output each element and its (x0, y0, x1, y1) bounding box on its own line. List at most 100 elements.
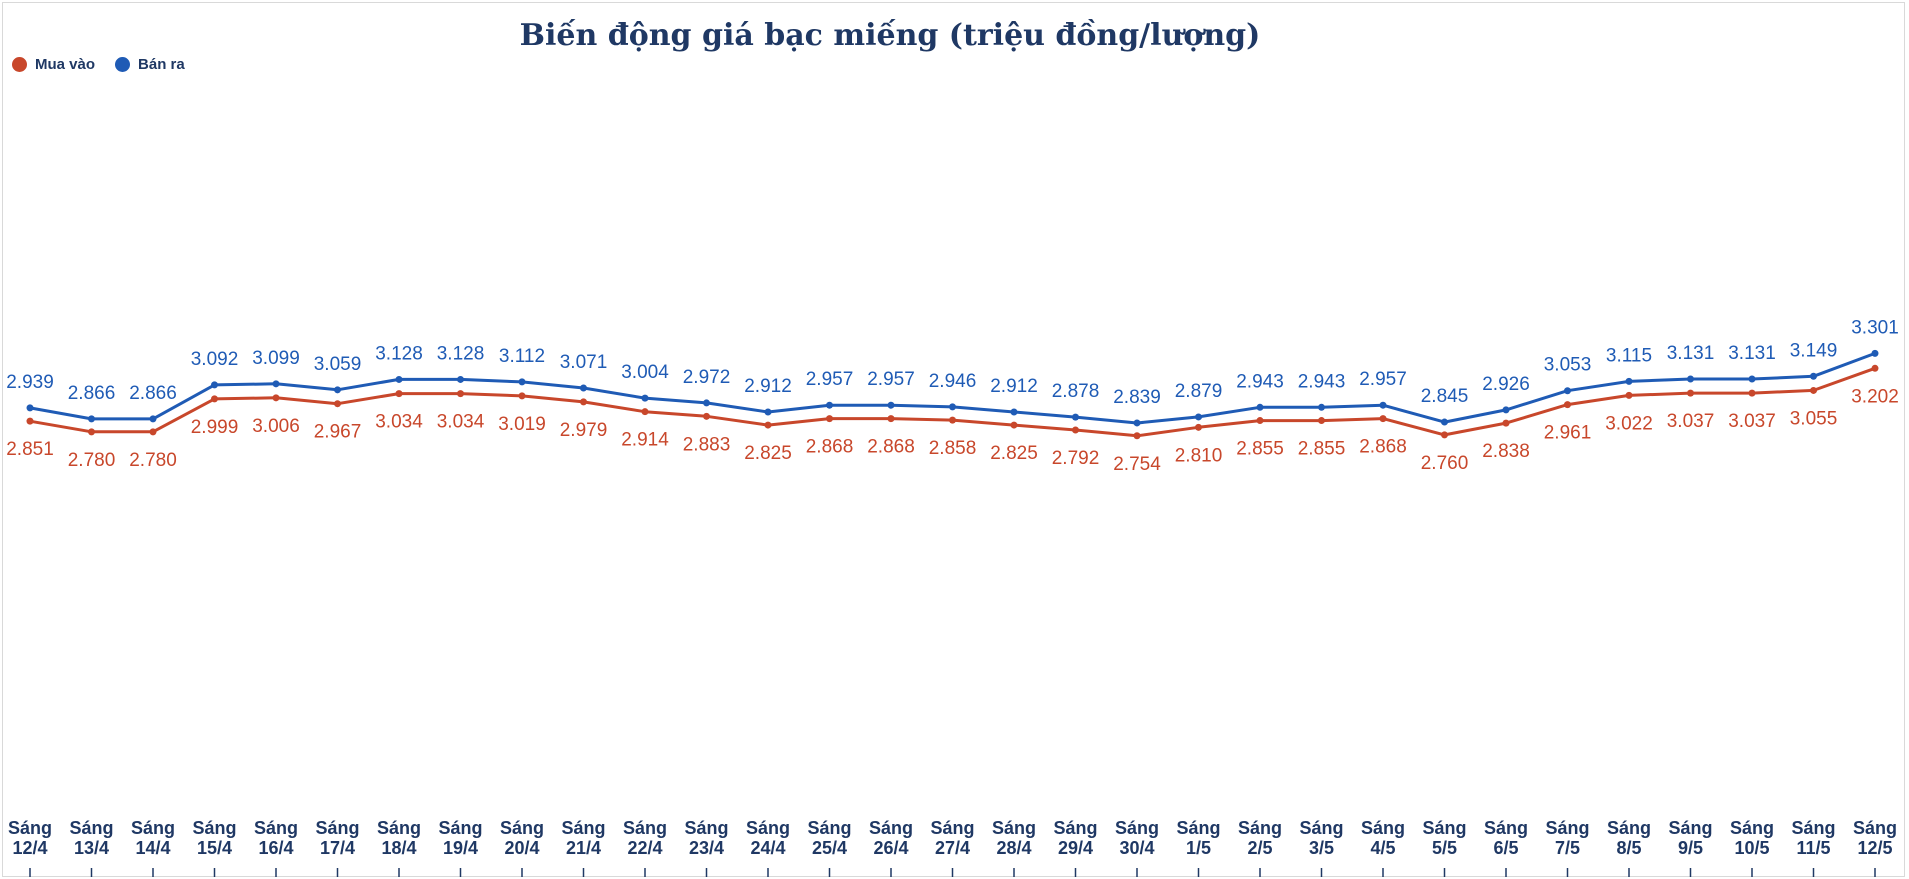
data-point-buy (1441, 431, 1448, 439)
data-point-buy (1072, 426, 1079, 434)
data-point-buy (1748, 389, 1756, 397)
x-tick-label-bottom: 9/5 (1678, 838, 1703, 858)
data-point-buy (88, 428, 95, 436)
data-label-buy: 2.760 (1421, 453, 1469, 474)
data-label-sell: 3.092 (191, 349, 239, 370)
data-label-sell: 2.943 (1298, 371, 1346, 392)
data-label-buy: 3.022 (1605, 413, 1653, 434)
data-point-sell (1195, 413, 1202, 421)
chart-title: Biến động giá bạc miếng (triệu đồng/lượn… (519, 18, 1261, 53)
x-tick-label-bottom: 24/4 (750, 838, 785, 858)
x-tick-label-bottom: 18/4 (381, 838, 416, 858)
data-label-buy: 3.034 (437, 412, 485, 433)
x-tick-label-bottom: 3/5 (1309, 838, 1334, 858)
data-label-sell: 2.957 (867, 369, 915, 390)
x-tick-label-bottom: 28/4 (996, 838, 1031, 858)
data-point-buy (1195, 423, 1202, 431)
data-point-buy (1133, 432, 1141, 440)
data-label-sell: 2.866 (129, 383, 177, 404)
x-tick-label-top: Sáng (377, 818, 421, 838)
data-label-sell: 3.301 (1851, 317, 1899, 338)
data-point-sell (272, 380, 280, 388)
x-tick-label-bottom: 23/4 (689, 838, 724, 858)
data-point-buy (1318, 417, 1325, 425)
x-tick-label-top: Sáng (1484, 818, 1528, 838)
data-point-buy (1810, 386, 1817, 394)
data-point-sell (1072, 413, 1079, 421)
x-tick-label-bottom: 13/4 (74, 838, 109, 858)
data-point-sell (1379, 401, 1387, 409)
data-point-sell (1318, 403, 1325, 411)
data-point-sell (1502, 406, 1510, 414)
data-label-sell: 3.099 (252, 348, 300, 369)
x-tick-label-bottom: 5/5 (1432, 838, 1457, 858)
data-label-sell: 3.112 (499, 346, 545, 367)
x-tick-label-top: Sáng (69, 818, 113, 838)
x-tick-label-top: Sáng (992, 818, 1036, 838)
x-tick-label-top: Sáng (623, 818, 667, 838)
x-tick-label-top: Sáng (1053, 818, 1097, 838)
data-point-sell (641, 394, 649, 402)
x-tick-label-top: Sáng (1853, 818, 1897, 838)
data-point-sell (949, 403, 956, 411)
x-tick-label-top: Sáng (746, 818, 790, 838)
data-point-sell (1687, 375, 1694, 383)
x-tick-label-top: Sáng (500, 818, 544, 838)
data-point-sell (1625, 377, 1633, 385)
data-label-buy: 3.202 (1851, 386, 1899, 407)
data-point-sell (149, 415, 157, 423)
data-point-sell (518, 378, 526, 386)
data-label-sell: 3.071 (560, 352, 608, 373)
x-tick-label-top: Sáng (684, 818, 728, 838)
x-tick-label-top: Sáng (438, 818, 482, 838)
legend-buy-marker (12, 57, 27, 72)
data-label-sell: 2.939 (6, 372, 54, 393)
data-point-sell (334, 386, 341, 394)
data-point-buy (26, 417, 34, 425)
data-label-sell: 2.879 (1175, 381, 1223, 402)
x-tick-label-top: Sáng (8, 818, 52, 838)
data-label-buy: 2.780 (129, 450, 177, 471)
data-label-buy: 3.037 (1667, 411, 1715, 432)
data-point-buy (887, 415, 895, 423)
data-point-sell (580, 384, 587, 392)
x-tick-label-top: Sáng (1115, 818, 1159, 838)
x-tick-label-top: Sáng (315, 818, 359, 838)
data-label-sell: 3.059 (314, 354, 362, 375)
data-point-buy (334, 400, 341, 408)
data-label-sell: 3.115 (1606, 345, 1652, 366)
x-tick-label-bottom: 2/5 (1247, 838, 1272, 858)
x-tick-label-top: Sáng (1361, 818, 1405, 838)
x-tick-label-bottom: 1/5 (1186, 838, 1211, 858)
data-point-sell (1256, 403, 1264, 411)
data-label-buy: 2.855 (1236, 439, 1284, 460)
data-point-sell (887, 401, 895, 409)
data-label-sell: 2.972 (683, 367, 731, 388)
data-point-sell (457, 375, 464, 383)
x-tick-label-top: Sáng (192, 818, 236, 838)
data-label-buy: 2.979 (560, 420, 608, 441)
data-label-buy: 2.858 (929, 438, 977, 459)
data-point-buy (149, 428, 157, 436)
x-tick-label-top: Sáng (869, 818, 913, 838)
data-label-sell: 2.839 (1113, 387, 1161, 408)
data-point-sell (1871, 349, 1879, 357)
data-point-buy (580, 398, 587, 406)
x-tick-label-bottom: 12/4 (12, 838, 47, 858)
data-label-sell: 3.004 (621, 362, 669, 383)
x-tick-label-top: Sáng (1545, 818, 1589, 838)
data-point-buy (518, 392, 526, 400)
data-point-sell (1441, 418, 1448, 426)
x-tick-label-top: Sáng (930, 818, 974, 838)
x-tick-label-bottom: 20/4 (504, 838, 539, 858)
data-label-sell: 2.866 (68, 383, 116, 404)
data-point-sell (826, 401, 833, 409)
x-tick-label-bottom: 25/4 (812, 838, 847, 858)
x-tick-label-top: Sáng (254, 818, 298, 838)
data-label-buy: 2.868 (1359, 437, 1407, 458)
data-point-buy (1564, 401, 1571, 409)
x-tick-label-top: Sáng (1730, 818, 1774, 838)
data-point-sell (211, 381, 218, 389)
data-label-buy: 2.855 (1298, 439, 1346, 460)
